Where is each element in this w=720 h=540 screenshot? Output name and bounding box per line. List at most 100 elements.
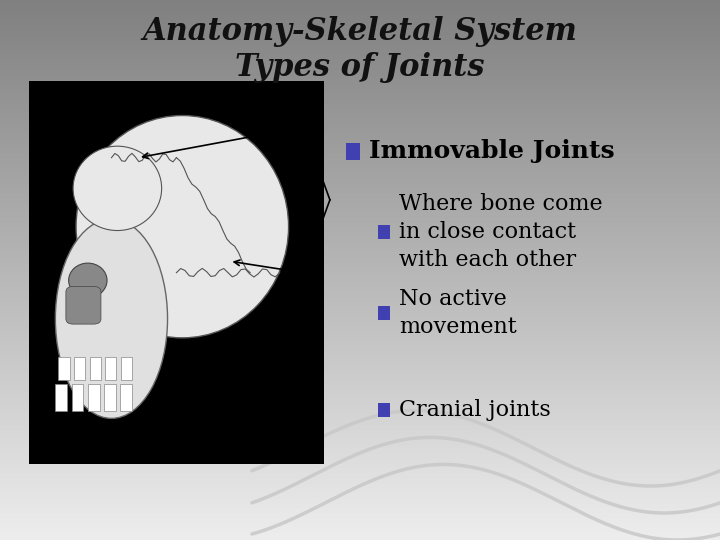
Bar bbox=[0, 538, 720, 540]
Bar bbox=[0, 31, 720, 32]
Bar bbox=[0, 43, 720, 45]
Bar bbox=[0, 171, 720, 173]
Bar bbox=[0, 329, 720, 331]
Bar bbox=[0, 23, 720, 25]
Bar bbox=[0, 160, 720, 162]
Bar bbox=[0, 232, 720, 234]
Bar bbox=[0, 12, 720, 15]
Bar bbox=[378, 306, 390, 320]
Bar bbox=[0, 366, 720, 367]
Bar bbox=[0, 439, 720, 441]
Bar bbox=[0, 250, 720, 252]
Bar bbox=[0, 425, 720, 427]
Bar bbox=[378, 403, 390, 417]
Bar bbox=[0, 475, 720, 477]
Bar bbox=[0, 72, 720, 74]
Bar bbox=[0, 45, 720, 47]
Bar bbox=[0, 104, 720, 106]
Bar bbox=[0, 285, 720, 286]
Bar bbox=[89, 357, 101, 380]
Bar bbox=[0, 180, 720, 182]
Bar bbox=[0, 536, 720, 538]
Bar bbox=[0, 225, 720, 227]
Bar bbox=[0, 459, 720, 461]
Bar bbox=[0, 150, 720, 151]
Bar bbox=[0, 509, 720, 511]
Bar bbox=[0, 432, 720, 434]
Bar bbox=[0, 315, 720, 317]
Bar bbox=[0, 288, 720, 290]
Bar bbox=[0, 309, 720, 312]
Bar bbox=[0, 204, 720, 205]
Bar bbox=[0, 410, 720, 412]
Bar bbox=[0, 15, 720, 16]
Bar bbox=[0, 74, 720, 76]
Bar bbox=[0, 511, 720, 513]
Bar bbox=[0, 369, 720, 371]
Bar bbox=[0, 320, 720, 322]
Ellipse shape bbox=[55, 219, 168, 418]
Bar bbox=[0, 139, 720, 140]
Bar bbox=[0, 120, 720, 123]
Bar bbox=[0, 218, 720, 220]
Bar bbox=[0, 501, 720, 502]
Bar bbox=[0, 326, 720, 328]
Bar bbox=[0, 481, 720, 482]
Bar bbox=[0, 385, 720, 387]
Bar bbox=[0, 506, 720, 508]
Bar bbox=[0, 164, 720, 166]
Bar bbox=[0, 277, 720, 279]
Bar bbox=[0, 515, 720, 517]
Bar bbox=[0, 340, 720, 342]
Bar bbox=[0, 380, 720, 382]
Bar bbox=[0, 189, 720, 191]
Bar bbox=[0, 275, 720, 277]
Bar bbox=[0, 2, 720, 4]
Bar bbox=[0, 295, 720, 297]
Bar bbox=[0, 211, 720, 212]
Bar bbox=[0, 479, 720, 481]
Bar bbox=[0, 63, 720, 65]
Bar bbox=[0, 436, 720, 437]
Bar bbox=[0, 407, 720, 409]
Bar bbox=[0, 382, 720, 383]
Bar bbox=[0, 169, 720, 171]
Bar bbox=[71, 384, 84, 411]
Bar bbox=[0, 517, 720, 518]
Bar bbox=[0, 471, 720, 474]
Bar bbox=[0, 131, 720, 133]
Bar bbox=[104, 384, 116, 411]
Bar bbox=[0, 38, 720, 39]
Bar bbox=[0, 470, 720, 471]
Bar bbox=[0, 274, 720, 275]
Bar bbox=[0, 360, 720, 362]
Bar bbox=[0, 444, 720, 447]
Bar bbox=[0, 308, 720, 309]
Bar bbox=[0, 263, 720, 265]
Bar bbox=[0, 299, 720, 301]
Bar bbox=[0, 83, 720, 85]
Bar bbox=[0, 39, 720, 42]
Bar bbox=[0, 393, 720, 394]
Bar bbox=[0, 292, 720, 293]
Bar bbox=[0, 417, 720, 420]
Bar bbox=[0, 59, 720, 61]
Bar bbox=[0, 328, 720, 329]
Bar bbox=[0, 443, 720, 444]
Bar bbox=[0, 221, 720, 223]
Bar bbox=[0, 227, 720, 228]
Bar bbox=[0, 398, 720, 400]
Bar bbox=[0, 7, 720, 9]
Bar bbox=[0, 93, 720, 96]
Bar bbox=[0, 482, 720, 484]
Bar bbox=[0, 214, 720, 216]
Bar bbox=[0, 177, 720, 178]
Bar bbox=[0, 347, 720, 349]
Bar bbox=[0, 461, 720, 463]
Bar bbox=[0, 50, 720, 52]
Bar bbox=[0, 335, 720, 336]
Bar bbox=[0, 144, 720, 146]
Bar bbox=[0, 239, 720, 241]
Bar bbox=[0, 166, 720, 167]
Bar bbox=[0, 220, 720, 221]
